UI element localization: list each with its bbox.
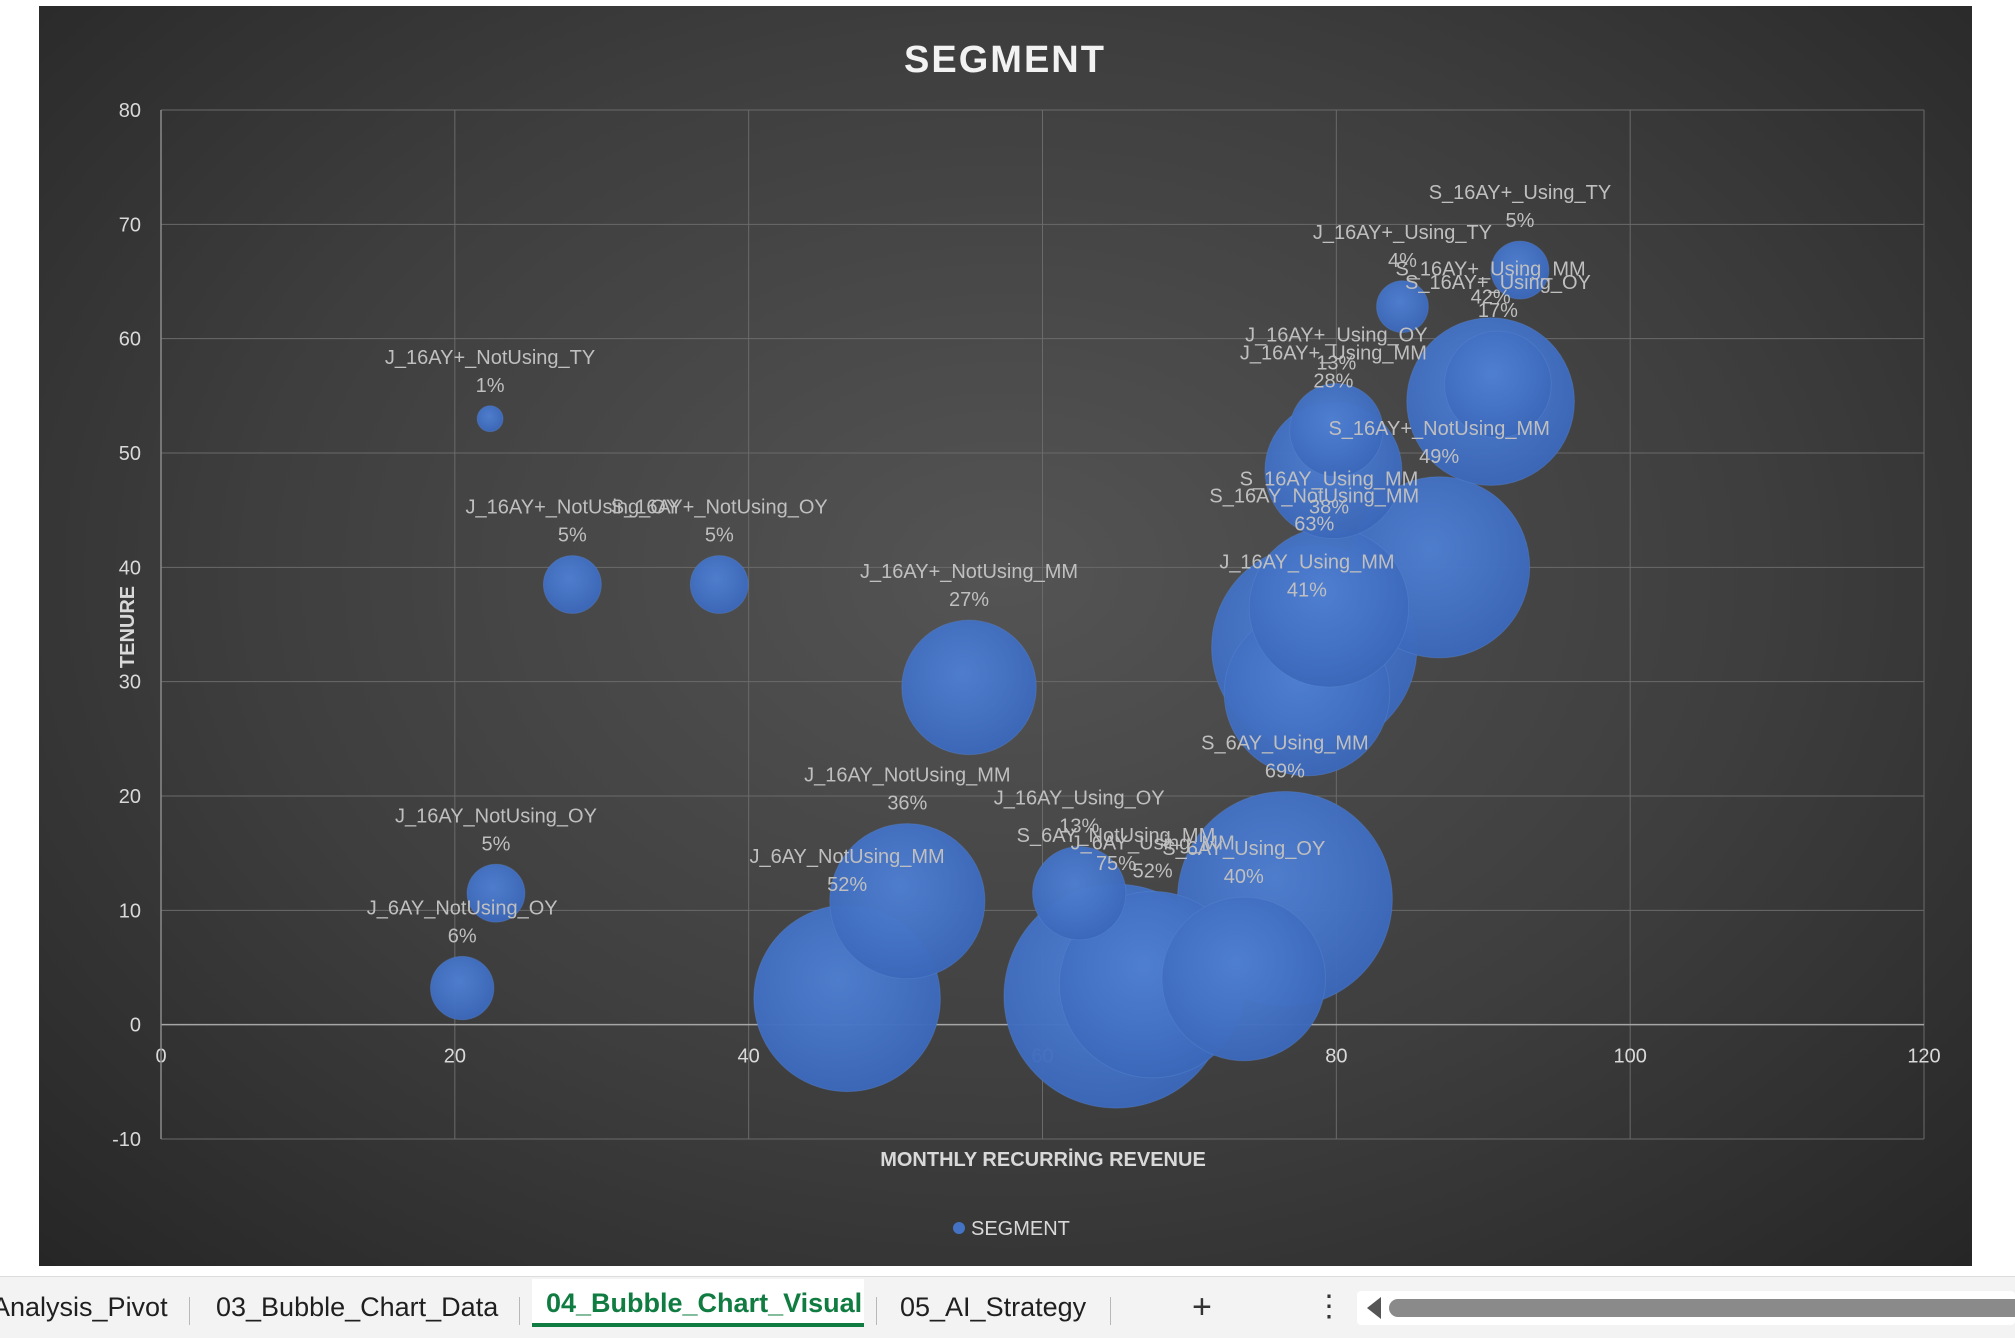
y-axis-title: TENURE	[117, 586, 139, 668]
bubble-data-percent: 5%	[705, 525, 734, 547]
y-tick-label: 70	[119, 214, 141, 236]
scroll-left-icon[interactable]	[1367, 1297, 1381, 1319]
tab-separator	[519, 1297, 520, 1325]
bubble-data-percent: 4%	[1388, 250, 1417, 272]
bubble-data-label: J_16AY+_Using_MM	[1240, 343, 1427, 365]
y-tick-label: 10	[119, 900, 141, 922]
bubble-data-percent: 63%	[1294, 514, 1334, 536]
scrollbar-thumb[interactable]	[1389, 1299, 2015, 1317]
bubble-mark[interactable]	[1444, 330, 1552, 439]
sheet-tab-bubble-chart-data[interactable]: 03_Bubble_Chart_Data	[216, 1292, 499, 1322]
bubble-data-label: S_16AY_Using_MM	[1240, 469, 1419, 491]
y-tick-label: 50	[119, 443, 141, 465]
x-tick-label: 100	[1613, 1046, 1646, 1068]
bubble-data-label: S_16AY_NotUsing_MM	[1209, 486, 1419, 508]
bubble-mark[interactable]	[1289, 383, 1384, 478]
tab-separator	[189, 1297, 190, 1325]
bubble-data-label: J_16AY_Using_OY	[994, 788, 1165, 810]
sheet-tab-bubble-chart-visual[interactable]: 04_Bubble_Chart_Visual	[532, 1279, 864, 1327]
bubble-data-label: J_6AY_Using_MM	[1071, 832, 1235, 854]
bubble-data-label: J_16AY+_NotUsing_MM	[860, 561, 1078, 583]
add-sheet-icon[interactable]: +	[1192, 1288, 1212, 1326]
bubble-data-percent: 52%	[1133, 860, 1173, 882]
bubble-data-percent: 41%	[1287, 579, 1327, 601]
bubble-mark[interactable]	[1161, 896, 1327, 1062]
tab-separator	[1110, 1297, 1111, 1325]
bubble-data-percent: 69%	[1265, 760, 1305, 782]
bubble-data-percent: 75%	[1096, 853, 1136, 875]
bubble-mark[interactable]	[901, 619, 1037, 756]
chart-title: SEGMENT	[904, 39, 1106, 81]
bubble-data-label: J_6AY_NotUsing_MM	[749, 846, 944, 868]
bubble-data-label: S_6AY_Using_OY	[1162, 838, 1325, 860]
chart-area[interactable]: SEGMENT 020406080100120-1001020304050607…	[39, 6, 1972, 1266]
bubble-data-percent: 36%	[887, 793, 927, 815]
bubble-mark[interactable]	[476, 405, 504, 433]
bubble-data-label: J_16AY+_Using_OY	[1245, 325, 1428, 347]
bubble-mark[interactable]	[466, 863, 526, 923]
x-tick-label: 40	[738, 1046, 760, 1068]
bubble-data-label: S_16AY+_Using_TY	[1429, 182, 1612, 204]
bubble-mark[interactable]	[1032, 846, 1127, 941]
y-tick-label: 0	[130, 1015, 141, 1037]
y-tick-label: 80	[119, 100, 141, 122]
x-tick-label: 80	[1325, 1046, 1347, 1068]
bubble-data-label: S_16AY+_NotUsing_MM	[1328, 418, 1549, 440]
bubble-mark[interactable]	[829, 823, 986, 980]
y-tick-label: 30	[119, 672, 141, 694]
x-tick-label: 120	[1907, 1046, 1940, 1068]
legend-marker	[953, 1222, 965, 1234]
y-tick-label: 60	[119, 329, 141, 351]
bubble-data-label: J_16AY_Using_MM	[1219, 551, 1394, 573]
x-axis-title: MONTHLY RECURRİNG REVENUE	[880, 1148, 1206, 1171]
bubble-data-label: J_6AY_NotUsing_OY	[367, 897, 558, 919]
bubble-data-label: S_16AY+_Using_OY	[1405, 272, 1591, 294]
bubble-mark[interactable]	[1490, 240, 1550, 300]
bubble-data-percent: 40%	[1224, 866, 1264, 888]
legend-label: SEGMENT	[971, 1218, 1070, 1240]
bubble-chart: SEGMENT 020406080100120-1001020304050607…	[112, 39, 1941, 1240]
bubble-data-percent: 1%	[476, 375, 505, 397]
bubble-data-label: S_16AY+_NotUsing_OY	[611, 497, 828, 519]
x-tick-label: 20	[444, 1046, 466, 1068]
bubble-data-label: J_16AY+_NotUsing_TY	[385, 347, 595, 369]
bubble-data-percent: 6%	[448, 925, 477, 947]
bubble-data-label: S_6AY_NotUsing_MM	[1017, 825, 1216, 847]
tab-separator	[876, 1297, 877, 1325]
bubble-data-percent: 49%	[1419, 446, 1459, 468]
bubble-data-percent: 28%	[1313, 371, 1353, 393]
y-tick-label: -10	[112, 1129, 141, 1151]
sheet-tab-ai-strategy[interactable]: 05_AI_Strategy	[900, 1292, 1087, 1322]
bubble-data-percent: 13%	[1059, 816, 1099, 838]
bubble-data-percent: 17%	[1478, 300, 1518, 322]
sheet-tab-bar: Analysis_Pivot 03_Bubble_Chart_Data 04_B…	[0, 1276, 2015, 1338]
bubble-data-label: J_16AY+_NotUsing_OY	[466, 497, 680, 519]
y-tick-label: 20	[119, 786, 141, 808]
bubble-data-percent: 5%	[482, 833, 511, 855]
y-tick-label: 40	[119, 557, 141, 579]
more-options-icon[interactable]: ⋮	[1314, 1290, 1344, 1323]
bubble-data-percent: 5%	[1506, 210, 1535, 232]
bubble-mark[interactable]	[689, 555, 749, 614]
bubble-data-label: J_16AY+_Using_TY	[1313, 222, 1492, 244]
bubble-mark[interactable]	[542, 555, 602, 614]
bubble-data-percent: 38%	[1309, 497, 1349, 519]
bubble-data-percent: 42%	[1471, 287, 1511, 309]
bubble-data-label: S_16AY+_Using_MM	[1395, 259, 1585, 281]
horizontal-scrollbar[interactable]	[1357, 1291, 2015, 1325]
bubble-mark[interactable]	[1376, 280, 1429, 334]
bubble-data-label: S_6AY_Using_MM	[1201, 732, 1368, 754]
bubble-mark[interactable]	[430, 955, 495, 1021]
bubble-data-percent: 5%	[558, 525, 587, 547]
bubble-data-percent: 52%	[827, 874, 867, 896]
bubble-data-percent: 27%	[949, 589, 989, 611]
sheet-tab-analysis-pivot[interactable]: Analysis_Pivot	[0, 1292, 168, 1322]
bubble-data-label: J_16AY_NotUsing_OY	[395, 805, 597, 827]
bubble-data-percent: 13%	[1316, 353, 1356, 375]
bubble-data-label: J_16AY_NotUsing_MM	[804, 765, 1010, 787]
